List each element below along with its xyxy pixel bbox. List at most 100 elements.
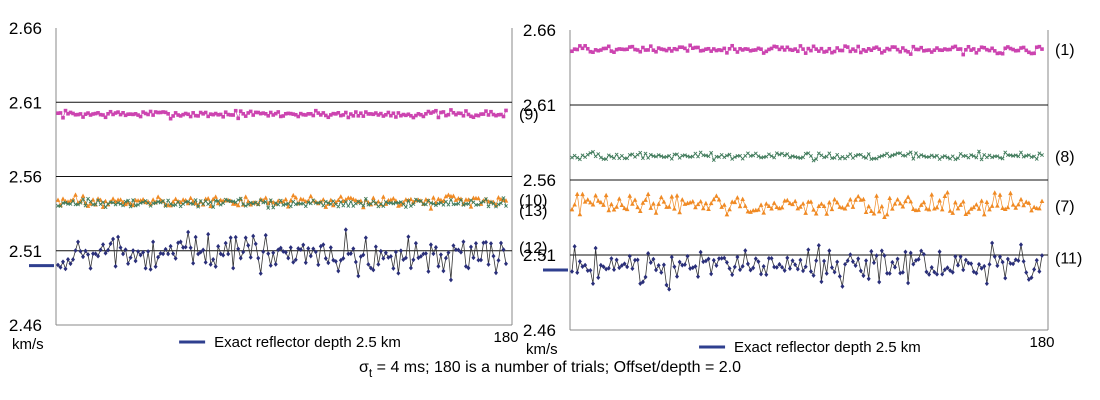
data-point: [953, 199, 958, 205]
data-point: [714, 48, 719, 53]
data-point: [787, 200, 793, 206]
data-point: [966, 44, 971, 49]
data-point: [238, 196, 243, 201]
data-point: [721, 202, 727, 207]
data-point: [466, 265, 471, 271]
data-point: [459, 198, 463, 202]
data-point: [71, 111, 75, 116]
data-point: [56, 111, 60, 115]
data-point: [278, 245, 283, 251]
data-point: [423, 197, 429, 202]
data-point: [696, 45, 700, 50]
data-point: [596, 48, 601, 53]
data-point: [1029, 275, 1034, 281]
x-end-tick-label: 180: [493, 329, 518, 346]
data-point: [221, 114, 225, 119]
data-point: [346, 251, 351, 257]
data-point: [603, 192, 609, 198]
data-point: [1013, 48, 1018, 53]
data-point: [619, 263, 624, 268]
data-point: [211, 112, 215, 117]
data-point: [106, 111, 110, 116]
data-point: [572, 244, 577, 249]
data-point: [96, 198, 100, 203]
data-point: [88, 265, 93, 271]
data-point: [123, 113, 128, 118]
data-point: [853, 197, 858, 202]
data-point: [961, 267, 966, 273]
data-point: [176, 113, 180, 117]
data-point: [730, 157, 735, 161]
data-point: [635, 48, 640, 52]
data-point: [843, 44, 847, 48]
data-point: [740, 196, 745, 202]
data-point: [837, 274, 842, 279]
data-point: [722, 255, 727, 261]
data-point: [924, 206, 929, 211]
data-point: [685, 253, 690, 259]
data-point: [716, 197, 722, 202]
data-point: [338, 257, 343, 263]
data-point: [961, 52, 966, 57]
data-point: [648, 260, 653, 265]
data-point: [827, 199, 832, 205]
data-point: [570, 49, 574, 54]
data-point: [722, 155, 727, 160]
data-point: [732, 264, 737, 270]
data-point: [659, 270, 664, 275]
data-point: [443, 193, 449, 199]
data-point: [261, 249, 266, 255]
data-point: [476, 257, 481, 263]
data-point: [703, 258, 708, 264]
data-point: [461, 202, 466, 207]
data-point: [481, 112, 486, 116]
data-point: [895, 256, 900, 262]
data-point: [163, 204, 168, 208]
data-point: [171, 114, 175, 118]
data-point: [998, 51, 1002, 55]
data-point: [329, 113, 333, 117]
data-point: [753, 48, 758, 52]
data-point: [934, 204, 940, 210]
data-point: [1037, 151, 1042, 156]
data-point: [203, 110, 208, 115]
data-point: [1000, 51, 1005, 56]
data-point: [461, 113, 466, 118]
data-point: [248, 200, 253, 205]
data-point: [388, 197, 394, 202]
data-point: [331, 202, 336, 208]
data-point: [178, 239, 183, 245]
data-point: [738, 153, 742, 158]
data-point: [627, 193, 633, 198]
data-point: [96, 111, 100, 115]
data-point: [648, 44, 653, 48]
data-point: [403, 255, 408, 261]
data-point: [614, 152, 619, 157]
data-point: [138, 252, 143, 258]
data-point: [819, 279, 824, 285]
data-point: [288, 198, 294, 203]
data-point: [903, 153, 908, 158]
data-point: [761, 263, 766, 269]
data-point: [667, 153, 672, 158]
data-point: [56, 262, 60, 268]
data-point: [388, 200, 393, 205]
data-point: [669, 254, 674, 260]
data-point: [223, 197, 228, 202]
data-point: [916, 47, 921, 52]
data-point: [764, 201, 769, 206]
data-point: [693, 151, 698, 156]
data-point: [906, 152, 911, 156]
data-point: [216, 112, 220, 117]
data-point: [263, 199, 268, 204]
data-point: [443, 255, 448, 261]
data-point: [706, 206, 711, 212]
data-point: [725, 51, 729, 55]
data-point: [890, 259, 895, 265]
data-point: [963, 257, 968, 263]
data-point: [361, 252, 366, 258]
data-point: [376, 113, 381, 117]
data-point: [298, 111, 303, 116]
data-point: [982, 45, 987, 50]
data-point: [71, 199, 75, 203]
